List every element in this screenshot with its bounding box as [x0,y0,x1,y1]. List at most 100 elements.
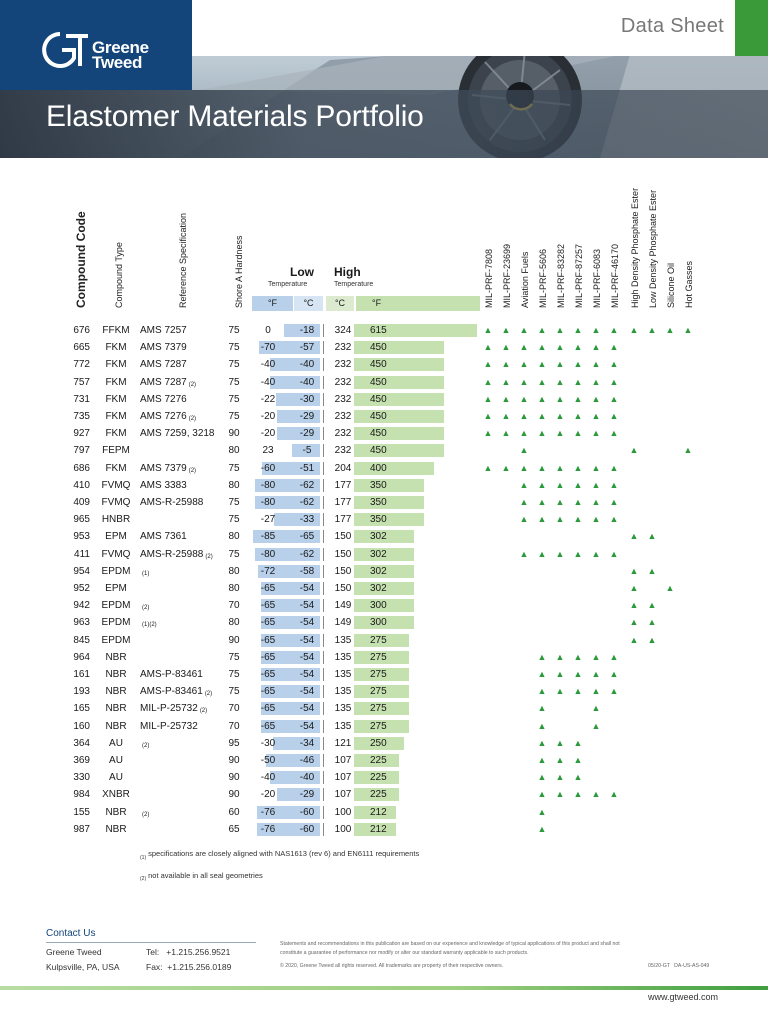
high-temp-c: 100 [334,806,352,818]
footnote-ref: (1)(2) [142,622,157,629]
table-row: 411 FVMQ AMS-R-25988 (2) 75 -80 -62 150 302 ▲ ▲ ▲ ▲ ▲… [0,546,768,563]
contact-divider [46,942,256,943]
triangle-icon: ▲ [519,393,529,404]
triangle-icon: ▲ [683,445,693,456]
compound-type: AU [109,772,123,784]
reference-spec: AMS-R-25988 (2) [140,546,228,563]
high-temp-c: 204 [334,462,352,474]
triangle-icon: ▲ [483,393,493,404]
reference-spec: MIL-P-25732 (2) [140,700,228,717]
temp-divider [323,650,324,664]
low-temp-bar [266,754,320,767]
low-temp-c: -29 [299,411,315,422]
temp-divider [323,599,324,613]
table-row: 410 FVMQ AMS 3383 80 -80 -62 177 350 ▲ ▲ ▲ ▲ ▲ ▲ [0,477,768,494]
reference-spec: AMS-P-83461 [140,666,228,683]
triangle-icon: ▲ [629,531,639,542]
high-temp-bar [354,547,415,561]
triangle-icon: ▲ [573,548,583,559]
fax-number: Fax: +1.215.256.0189 [146,962,232,972]
reference-spec-text: AMS 7276 [140,393,187,405]
compound-code: 731 [73,393,90,405]
compound-code: 676 [73,325,90,336]
website-link[interactable]: www.gtweed.com [647,992,718,1002]
triangle-icon: ▲ [573,359,583,370]
reference-spec: AMS 7379 (2) [140,460,228,477]
compound-code: 369 [73,755,90,766]
footnote-ref: (2) [205,553,213,560]
low-temp-c: -29 [299,428,315,440]
shore-hardness: 70 [228,703,240,715]
low-temp-c: -34 [299,737,315,749]
triangle-icon: ▲ [501,325,511,335]
high-temp-f: 275 [370,634,387,646]
high-temp-c: 150 [334,548,352,560]
compound-code: 330 [73,772,90,784]
triangle-icon: ▲ [483,325,493,335]
triangle-icon: ▲ [591,720,601,731]
low-temp-f: -60 [260,462,276,474]
low-temp-bar [276,392,320,406]
triangle-icon: ▲ [483,428,493,439]
triangle-icon: ▲ [629,617,639,628]
triangle-icon: ▲ [591,359,601,370]
high-temp-f: 450 [370,376,387,388]
header-reference-spec: Reference Specification [178,212,188,308]
triangle-icon: ▲ [519,411,529,421]
page-title: Elastomer Materials Portfolio [46,100,424,133]
header-compat-3: MIL-PRF-5606 [538,248,548,308]
triangle-icon: ▲ [537,342,547,353]
high-temp-bar [354,392,444,406]
header-compat-2: Aviation Fuels [520,251,530,308]
high-temp-bar [354,650,409,664]
compound-type: NBR [105,669,127,680]
header-compat-1: MIL-PRF-23699 [502,243,512,308]
triangle-icon: ▲ [609,548,619,559]
triangle-icon: ▲ [573,393,583,404]
triangle-icon: ▲ [609,479,619,490]
table-row: 952 EPM 80 -65 -54 150 302 ▲ ▲ [0,580,768,597]
low-temp-c: -54 [299,617,315,629]
high-temp-bar [354,668,409,681]
triangle-icon: ▲ [483,376,493,387]
triangle-icon: ▲ [629,600,639,611]
triangle-icon: ▲ [609,462,619,473]
low-temp-f: -80 [260,548,276,560]
shore-hardness: 90 [228,755,240,766]
high-temp-f: 350 [370,479,387,491]
triangle-icon: ▲ [573,479,583,490]
low-temp-bar [256,805,320,819]
high-temp-f: 275 [370,651,387,663]
reference-spec: AMS 7257 [140,322,228,339]
low-temp-c: -33 [299,514,315,526]
high-temp-c: 150 [334,531,352,543]
low-temp-c: -54 [299,600,315,612]
high-temp-f: 450 [370,342,387,354]
header-compat-4: MIL-PRF-83282 [556,243,566,308]
table-row: 193 NBR AMS-P-83461 (2) 75 -65 -54 135 275 ▲ ▲ ▲ ▲ ▲ [0,683,768,700]
temp-divider [323,616,324,630]
temp-divider [323,341,324,355]
compound-code: 410 [73,479,90,491]
reference-spec: (2) [140,597,228,614]
table-row: 927 FKM AMS 7259, 3218 90 -20 -29 232 450 ▲ ▲ ▲ ▲ ▲ ▲… [0,425,768,442]
table-row: 954 EPDM (1) 80 -72 -58 150 302 ▲ ▲ [0,563,768,580]
compound-type: NBR [105,703,127,715]
triangle-icon: ▲ [573,755,583,765]
triangle-icon: ▲ [483,359,493,370]
low-temp-f: -50 [260,755,276,766]
triangle-icon: ▲ [665,325,675,335]
reference-spec [140,649,228,666]
footnote-1-text: specifications are closely aligned with … [148,849,420,858]
triangle-icon: ▲ [537,703,547,714]
table-row: 364 AU (2) 95 -30 -34 121 250 ▲ ▲ ▲ [0,735,768,752]
compound-type: NBR [105,651,127,663]
triangle-icon: ▲ [609,411,619,421]
contact-title: Contact Us [46,928,96,939]
table-row: 330 AU 90 -40 -40 107 225 ▲ ▲ ▲ [0,769,768,786]
compound-type: NBR [105,720,127,732]
triangle-icon: ▲ [537,823,547,834]
low-temp-bar [260,719,320,733]
header-compat-0: MIL-PRF-7808 [484,248,494,308]
reference-spec: AMS 3383 [140,477,228,494]
